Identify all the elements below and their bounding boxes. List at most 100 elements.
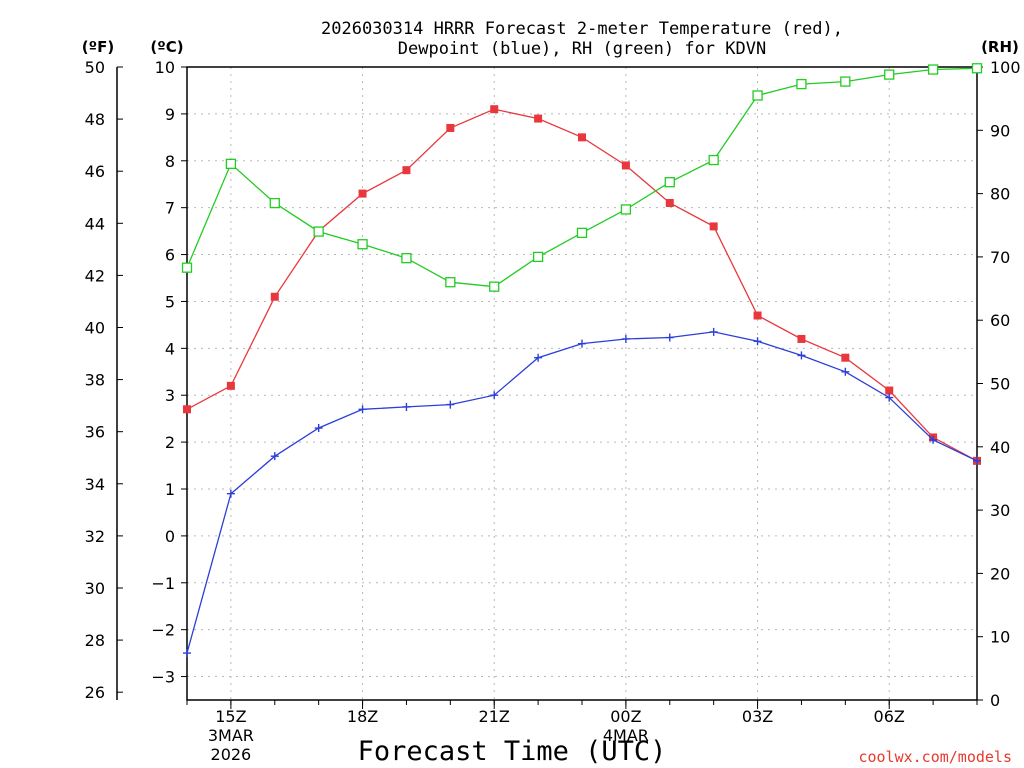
rh-tick-label: 50 (990, 375, 1010, 394)
x-tick-year: 2026 (211, 745, 252, 764)
celsius-tick-label: 10 (155, 58, 175, 77)
rh-point (357, 239, 368, 250)
temperature-point (534, 114, 543, 123)
x-tick-label: 21Z (479, 707, 510, 726)
data-series (181, 63, 983, 658)
rh-unit-label: (RH) (981, 38, 1019, 56)
axes (116, 66, 983, 709)
temperature-point (183, 405, 191, 414)
rh-tick-label: 90 (990, 121, 1010, 140)
rh-tick-label: 30 (990, 501, 1010, 520)
plot-frame (186, 66, 978, 701)
rh-point (181, 262, 193, 273)
credit-label: coolwx.com/models (858, 748, 1012, 766)
dewpoint-point (973, 456, 981, 465)
rh-point (445, 277, 456, 288)
dewpoint-point (841, 367, 850, 376)
dewpoint-point (270, 452, 279, 461)
dewpoint-point (402, 402, 411, 411)
x-tick-label: 15Z (215, 707, 246, 726)
dewpoint-point (490, 391, 499, 400)
x-tick-date: 3MAR (208, 726, 254, 745)
fahrenheit-tick-label: 38 (85, 371, 105, 390)
celsius-tick-label: 0 (165, 527, 175, 546)
fahrenheit-tick-label: 48 (85, 110, 105, 129)
celsius-tick-label: −1 (151, 574, 175, 593)
rh-point (927, 64, 939, 75)
celsius-tick-label: 3 (165, 386, 175, 405)
temperature-point (358, 189, 367, 198)
tick-labels: 109876543210−1−2−35048464442403836343230… (85, 58, 1021, 764)
celsius-tick-label: 9 (165, 105, 175, 124)
rh-point (532, 251, 544, 263)
fahrenheit-tick-label: 32 (85, 527, 105, 546)
grid-lines (187, 67, 977, 700)
dewpoint-point (753, 337, 762, 346)
celsius-tick-label: 1 (165, 480, 175, 499)
dewpoint-line (186, 331, 978, 654)
chart-title-line2: Dewpoint (blue), RH (green) for KDVN (398, 39, 766, 59)
dewpoint-point (314, 424, 323, 433)
rh-line (186, 67, 978, 288)
rh-point (884, 69, 895, 80)
celsius-tick-label: −2 (151, 621, 175, 640)
x-tick-date: 4MAR (603, 726, 649, 745)
fahrenheit-tick-label: 50 (85, 58, 105, 77)
temperature-point (665, 198, 674, 207)
dewpoint-point (358, 405, 367, 414)
temperature-line (186, 108, 978, 462)
celsius-tick-label: 2 (165, 433, 175, 452)
celsius-tick-label: 7 (165, 199, 175, 218)
rh-point (664, 177, 675, 188)
temperature-point (709, 222, 718, 231)
dewpoint-point (709, 327, 718, 336)
dewpoint-point (621, 334, 630, 343)
dewpoint-point (578, 339, 586, 348)
temperature-point (270, 292, 279, 301)
fahrenheit-tick-label: 42 (85, 266, 105, 285)
dewpoint-point (183, 649, 191, 658)
x-tick-label: 18Z (347, 707, 378, 726)
dewpoint-point (534, 353, 543, 362)
x-tick-label: 06Z (874, 707, 905, 726)
fahrenheit-tick-label: 28 (85, 631, 105, 650)
temperature-point (621, 161, 630, 170)
dewpoint-point (885, 393, 894, 402)
dewpoint-point (226, 489, 235, 498)
dewpoint-point (665, 333, 674, 342)
fahrenheit-unit-label: (ºF) (82, 38, 114, 56)
dewpoint-point (929, 435, 938, 444)
rh-point (489, 281, 500, 292)
celsius-tick-label: −3 (151, 668, 175, 687)
chart-title-line1: 2026030314 HRRR Forecast 2-meter Tempera… (321, 19, 843, 39)
fahrenheit-tick-label: 30 (85, 579, 105, 598)
rh-tick-label: 60 (990, 311, 1010, 330)
fahrenheit-tick-label: 44 (85, 214, 105, 233)
rh-point (971, 63, 983, 74)
rh-tick-label: 10 (990, 628, 1010, 647)
temperature-point (841, 353, 850, 362)
fahrenheit-tick-label: 46 (85, 162, 105, 181)
x-tick-label: 03Z (742, 707, 773, 726)
x-axis-label: Forecast Time (UTC) (358, 736, 667, 767)
rh-tick-label: 100 (990, 58, 1021, 77)
rh-tick-label: 70 (990, 248, 1010, 267)
celsius-tick-label: 6 (165, 246, 175, 265)
dewpoint-point (446, 400, 455, 409)
celsius-tick-label: 5 (165, 292, 175, 311)
rh-tick-label: 20 (990, 564, 1010, 583)
temperature-point (226, 381, 235, 390)
temperature-point (578, 133, 586, 142)
temperature-point (797, 334, 806, 343)
celsius-tick-label: 8 (165, 152, 175, 171)
rh-point (752, 90, 763, 101)
temperature-point (446, 123, 455, 132)
rh-point (796, 78, 807, 90)
x-tick-label: 00Z (610, 707, 641, 726)
rh-point (576, 227, 588, 238)
fahrenheit-tick-label: 26 (85, 683, 105, 702)
rh-tick-label: 40 (990, 438, 1010, 457)
rh-point (313, 226, 324, 237)
temperature-point (885, 386, 894, 395)
celsius-unit-label: (ºC) (150, 38, 183, 56)
